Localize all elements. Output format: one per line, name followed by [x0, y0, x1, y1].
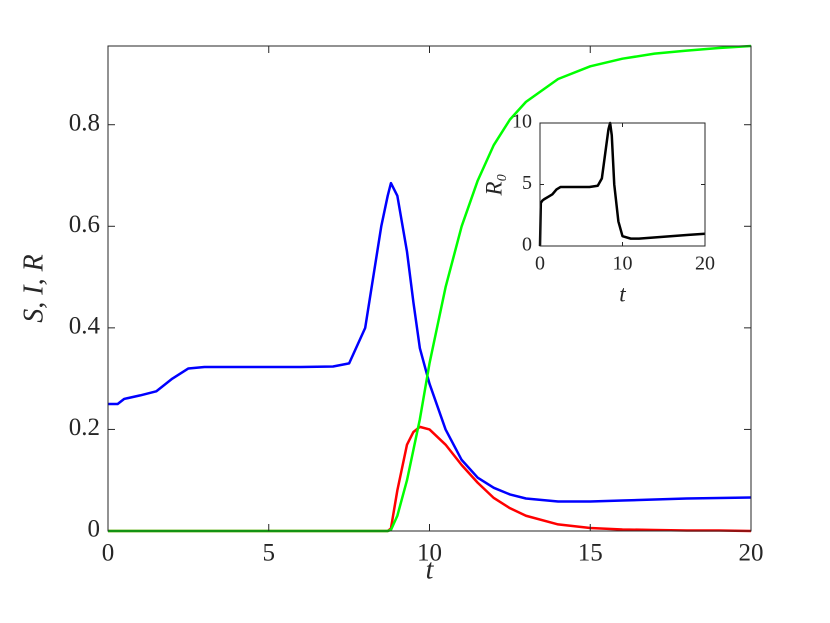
y-tick-label: 5 [522, 172, 532, 194]
y-tick-label: 10 [512, 111, 532, 133]
plot-area [108, 46, 751, 531]
data-line [538, 121, 706, 247]
y-tick-label: 0.6 [69, 211, 100, 238]
plot-area [540, 123, 705, 246]
y-tick-label: 0 [88, 516, 101, 543]
y-axis-label: S, I, R [18, 254, 49, 322]
x-tick-label: 15 [578, 539, 603, 566]
data-line [108, 181, 752, 503]
y-tick-label: 0.4 [69, 313, 101, 340]
x-tick-label: 0 [102, 539, 115, 566]
y-tick-label: 0.8 [69, 109, 100, 136]
y-tick-label: 0 [522, 234, 532, 256]
inset-plot: 0 10 20 0 5 10 t R₀ [481, 111, 715, 307]
axes-frame [107, 45, 752, 532]
y-tick-label: 0.2 [69, 414, 100, 441]
x-tick-label: 10 [613, 253, 633, 275]
x-axis-label: t [426, 554, 435, 585]
x-tick-label: 20 [695, 253, 715, 275]
x-axis-label: t [619, 281, 626, 306]
axes-frame [539, 122, 706, 247]
y-axis-label: R₀ [481, 173, 506, 196]
x-tick-label: 0 [535, 253, 545, 275]
x-tick-label: 10 [417, 539, 442, 566]
x-tick-label: 20 [739, 539, 764, 566]
x-tick-label: 5 [263, 539, 276, 566]
